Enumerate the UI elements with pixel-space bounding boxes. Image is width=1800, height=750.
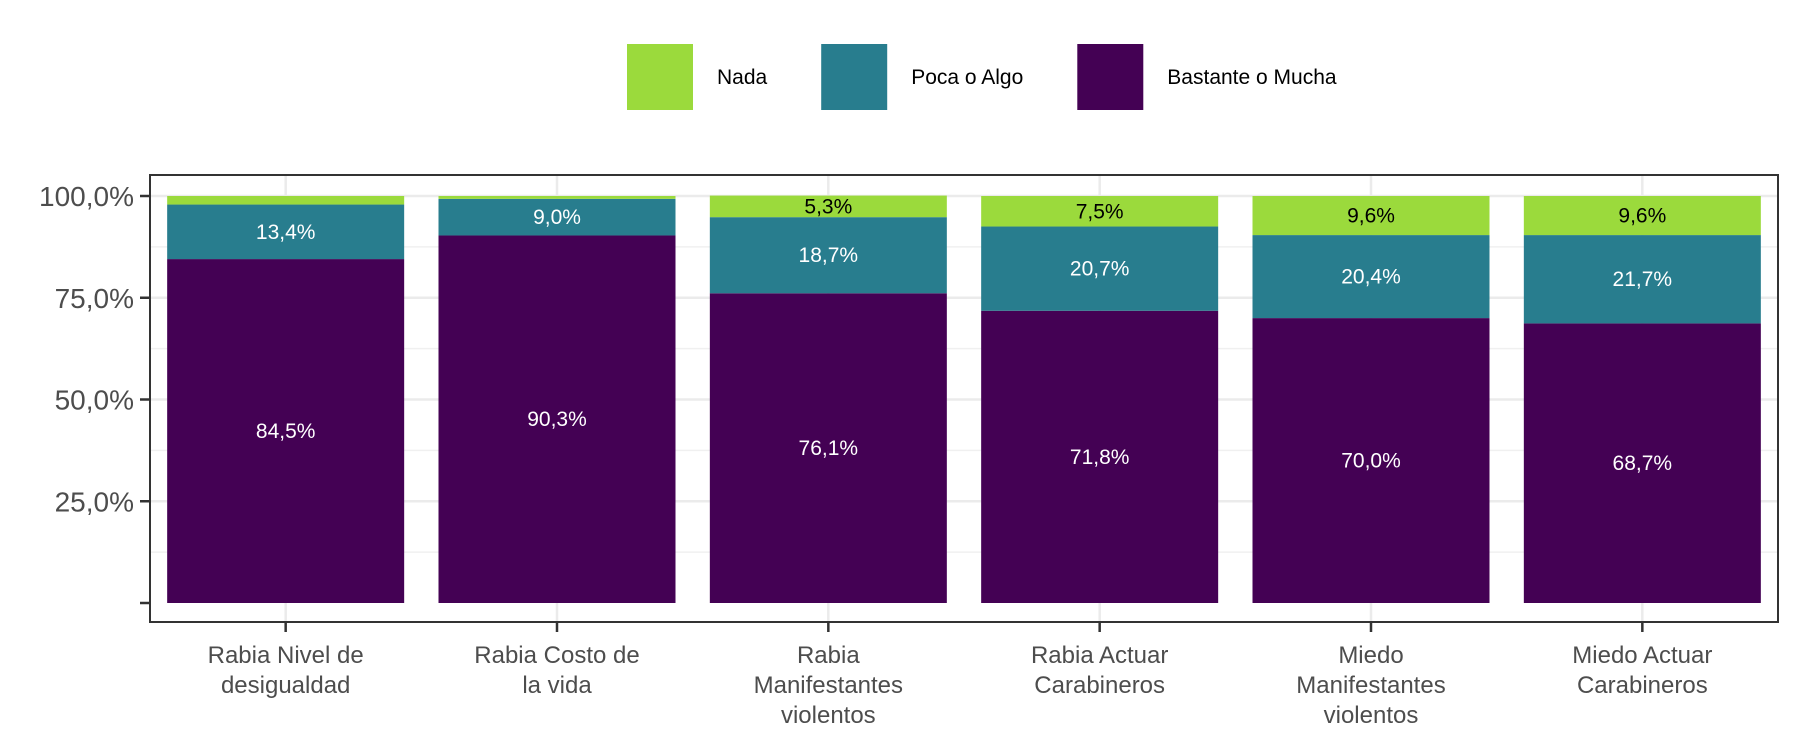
bar-value-label: 84,5%: [256, 420, 316, 443]
bar-segment: [1523, 323, 1761, 603]
bar-value-label: 71,8%: [1070, 446, 1130, 469]
bar-value-label: 68,7%: [1613, 452, 1673, 475]
bar-segment: [709, 293, 947, 603]
bar-value-label: 20,4%: [1341, 266, 1401, 289]
x-tick-label: Miedo Manifestantes violentos: [1296, 642, 1445, 729]
x-tick-label: Rabia Actuar Carabineros: [1031, 642, 1168, 699]
legend-swatch: [821, 44, 888, 110]
y-tick-label: 50,0%: [55, 385, 134, 416]
bar-segment: [167, 259, 405, 603]
bar-segment: [438, 198, 676, 236]
x-tick-label-line: Rabia: [797, 642, 860, 669]
bar-segment: [1252, 196, 1490, 236]
y-tick-label: 100,0%: [39, 181, 134, 212]
bar-segment: [167, 204, 405, 260]
bar-value-label: 70,0%: [1341, 450, 1401, 473]
bar-value-label: 20,7%: [1070, 258, 1130, 281]
legend-swatch: [627, 44, 693, 110]
chart-legend: Nada Poca o Algo Bastante o Mucha: [627, 44, 1337, 110]
x-tick-label-line: violentos: [781, 702, 876, 729]
x-tick-label-line: Miedo: [1338, 642, 1403, 669]
x-tick-label-line: Rabia Costo de: [474, 642, 639, 669]
bar-value-label: 5,3%: [804, 195, 852, 218]
legend-label: Nada: [717, 66, 768, 89]
x-tick-label-line: Miedo Actuar: [1572, 642, 1712, 669]
bar-segment: [981, 196, 1219, 227]
bar-value-label: 76,1%: [799, 437, 859, 460]
legend-label: Poca o Algo: [911, 66, 1023, 89]
bar-segment: [438, 196, 676, 199]
x-tick-label-line: Carabineros: [1034, 672, 1165, 699]
bar-segment: [981, 310, 1219, 603]
bar-value-label: 13,4%: [256, 221, 316, 244]
bar-value-label: 9,6%: [1618, 205, 1666, 228]
x-tick-label-line: Rabia Nivel de: [208, 642, 364, 669]
y-tick-label: 75,0%: [55, 283, 134, 314]
x-tick-label-line: Rabia Actuar: [1031, 642, 1168, 669]
bar-value-label: 18,7%: [799, 244, 859, 267]
x-tick-label-line: desigualdad: [221, 672, 350, 699]
x-tick-label: Rabia Manifestantes violentos: [754, 642, 903, 729]
x-tick-label-line: violentos: [1324, 702, 1419, 729]
bar-segment: [438, 235, 676, 603]
legend-swatch: [1077, 44, 1144, 110]
bar-segment: [1523, 235, 1761, 324]
bar-value-label: 7,5%: [1076, 200, 1124, 223]
bar-segment: [981, 226, 1219, 311]
bar-segment: [167, 196, 405, 205]
x-tick-label: Miedo Actuar Carabineros: [1572, 642, 1712, 699]
bar-segment: [709, 195, 947, 218]
bar-segment: [1252, 235, 1490, 319]
x-tick-label-line: Manifestantes: [754, 672, 903, 699]
bar-value-label: 90,3%: [527, 408, 587, 431]
y-tick-label: 25,0%: [55, 486, 134, 517]
bar-segment: [709, 217, 947, 294]
x-tick-label: Rabia Nivel de desigualdad: [208, 642, 364, 699]
legend-label: Bastante o Mucha: [1167, 66, 1337, 89]
x-tick-label: Rabia Costo de la vida: [474, 642, 639, 699]
bar-value-label: 9,6%: [1347, 205, 1395, 228]
x-tick-label-line: Manifestantes: [1296, 672, 1445, 699]
bar-value-label: 9,0%: [533, 206, 581, 229]
plot-area: 84,5% 90,3% 76,1% 71,8% 70,0% 68,7% 13,4% 9,0% 1…: [39, 174, 1779, 729]
bar-value-label: 21,7%: [1613, 268, 1673, 291]
x-tick-label-line: Carabineros: [1577, 672, 1708, 699]
bar-segment: [1523, 196, 1761, 236]
x-tick-label-line: la vida: [522, 672, 592, 699]
bar-segment: [1252, 318, 1490, 603]
